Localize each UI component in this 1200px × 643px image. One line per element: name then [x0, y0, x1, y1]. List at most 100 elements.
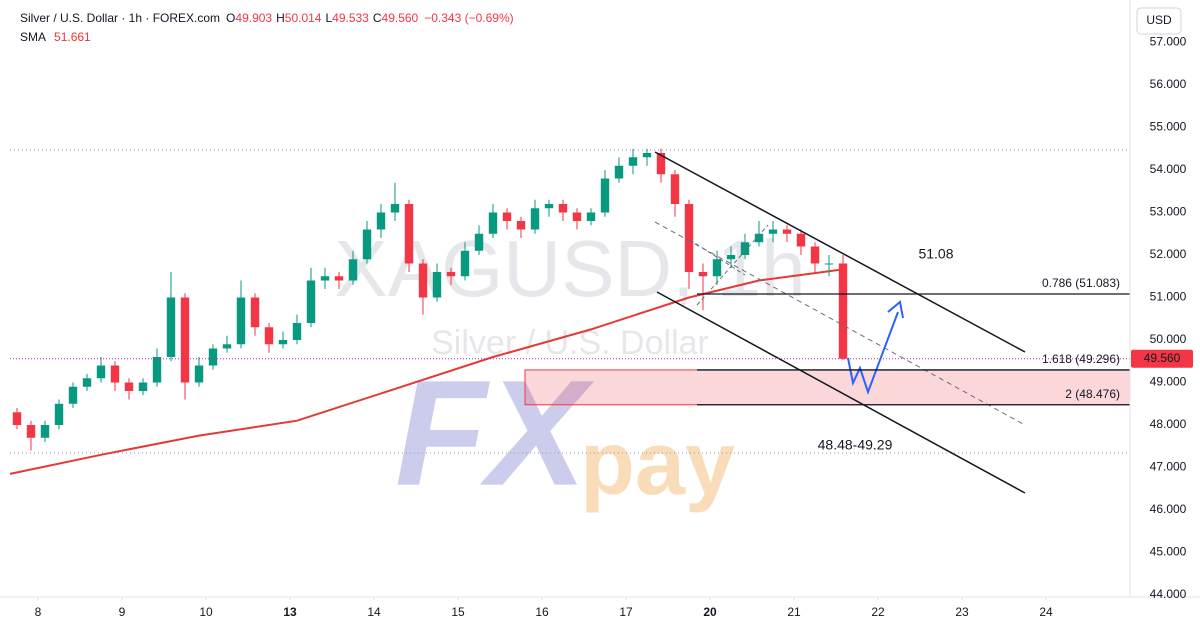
- candle-body: [698, 272, 708, 277]
- candle-body: [96, 365, 106, 379]
- sma-name: SMA: [20, 30, 46, 44]
- annotation: 48.48-49.29: [818, 437, 893, 453]
- candle-body: [446, 272, 456, 277]
- annotation: 51.08: [918, 246, 953, 262]
- candle-body: [250, 297, 260, 328]
- candle-body: [390, 204, 400, 213]
- watermark-sub: Silver / U.S. Dollar: [431, 324, 709, 362]
- candle-body: [502, 212, 512, 221]
- y-tick-label: 57.000: [1150, 35, 1187, 49]
- fib-label: 1.618 (49.296): [1042, 352, 1120, 366]
- ohlc-change: −0.343 (−0.69%): [424, 11, 513, 25]
- ohlc-label: L: [325, 11, 332, 25]
- ohlc-value: 49.560: [382, 11, 419, 25]
- candle-body: [180, 297, 190, 383]
- candle-body: [348, 259, 358, 281]
- y-tick-label: 56.000: [1150, 77, 1187, 91]
- candle-body: [334, 276, 344, 281]
- channel-line: [654, 151, 1026, 353]
- dashed-line: [696, 224, 769, 306]
- channel-mid: [654, 221, 1026, 426]
- y-tick-label: 55.000: [1150, 120, 1187, 134]
- candle-body: [124, 382, 134, 391]
- candle-body: [614, 165, 624, 179]
- candles: [12, 148, 848, 451]
- drawings: 51.08 48.48-49.29 0.786 (51.083) 1.618 (4…: [10, 151, 1130, 494]
- symbol-title: Silver / U.S. Dollar · 1h · FOREX.com: [20, 11, 220, 25]
- x-tick-label: 20: [703, 605, 717, 619]
- candle-body: [810, 246, 820, 264]
- candle-body: [194, 365, 204, 383]
- candle-body: [152, 357, 162, 383]
- sma-line: [9, 268, 844, 475]
- y-tick-label: 49.000: [1150, 375, 1187, 389]
- candle-body: [516, 221, 526, 230]
- candle-body: [68, 386, 78, 404]
- ohlc-label: O: [226, 11, 235, 25]
- ohlc-label: H: [276, 11, 285, 25]
- candle-body: [558, 204, 568, 213]
- x-tick-label: 22: [871, 605, 885, 619]
- candle-body: [236, 297, 246, 345]
- y-tick-label: 54.000: [1150, 162, 1187, 176]
- ohlc-value: 49.533: [332, 11, 369, 25]
- currency[interactable]: USD: [1146, 13, 1172, 27]
- x-tick-label: 23: [955, 605, 969, 619]
- y-tick-label: 51.000: [1150, 290, 1187, 304]
- sma-group: [9, 268, 844, 475]
- candle-body: [544, 204, 554, 209]
- fib-label: 0.786 (51.083): [1042, 276, 1120, 290]
- x-tick-label: 10: [199, 605, 213, 619]
- candle-body: [670, 174, 680, 204]
- candle-body: [278, 340, 288, 345]
- x-tick-label: 16: [535, 605, 549, 619]
- candle-body: [404, 204, 414, 264]
- candle-body: [264, 327, 274, 345]
- currency-button[interactable]: [1136, 7, 1182, 35]
- y-tick-label: 46.000: [1150, 502, 1187, 516]
- projection-arrow: [847, 311, 899, 395]
- candle-body: [166, 297, 176, 357]
- ohlc-legend: O49.903 H50.014 L49.533 C49.560 −0.343 (−0.6…: [226, 11, 514, 25]
- ohlc-label: C: [373, 11, 382, 25]
- y-tick-label: 50.000: [1150, 332, 1187, 346]
- candle-body: [292, 323, 302, 340]
- ohlc-value: 49.903: [235, 11, 272, 25]
- candle-body: [572, 212, 582, 221]
- candle-body: [488, 212, 498, 234]
- x-tick-label: 8: [35, 605, 42, 619]
- candle-body: [474, 233, 484, 251]
- candle-body: [530, 208, 540, 230]
- x-tick-label: 21: [787, 605, 801, 619]
- channel-line: [656, 291, 1026, 494]
- header: Silver / U.S. Dollar · 1h · FOREX.com SM…: [20, 11, 514, 44]
- candle-body: [824, 263, 834, 265]
- candle-body: [782, 229, 792, 234]
- y-tick-label: 53.000: [1150, 205, 1187, 219]
- candle-body: [740, 242, 750, 255]
- candle-body: [768, 229, 778, 234]
- logo-pay: pay: [580, 414, 735, 514]
- candle-body: [726, 255, 736, 260]
- candle-body: [54, 403, 64, 425]
- candle-body: [306, 280, 316, 323]
- candle-body: [628, 157, 638, 166]
- candle-body: [796, 233, 806, 247]
- candle-body: [222, 344, 232, 349]
- y-tick-label: 52.000: [1150, 247, 1187, 261]
- zone-group: [524, 369, 1131, 406]
- candle-body: [110, 365, 120, 383]
- x-tick-label: 13: [283, 605, 297, 619]
- candle-body: [362, 229, 372, 260]
- candle-body: [600, 178, 610, 213]
- dashed-line: [689, 239, 746, 276]
- candle-body: [418, 263, 428, 298]
- fib-label: 2 (48.476): [1065, 387, 1120, 401]
- candle-body: [376, 212, 386, 230]
- sma-value: 51.661: [54, 30, 91, 44]
- ref-lines: [10, 149, 1130, 454]
- x-tick-label: 15: [451, 605, 465, 619]
